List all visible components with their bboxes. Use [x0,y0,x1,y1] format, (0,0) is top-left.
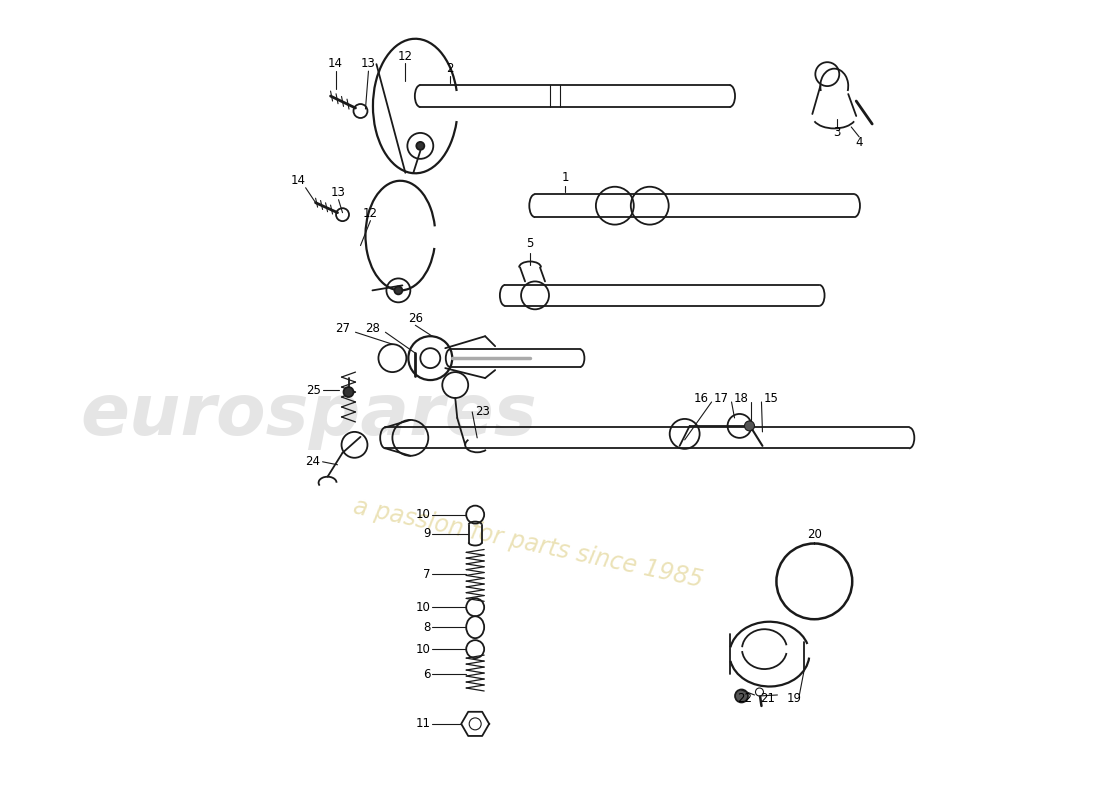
Text: 24: 24 [306,455,320,468]
Text: 26: 26 [408,312,422,325]
Text: 8: 8 [422,621,430,634]
Text: 28: 28 [365,322,380,334]
Text: 23: 23 [475,406,490,418]
Text: 10: 10 [416,642,430,656]
Text: 9: 9 [422,527,430,540]
Text: 16: 16 [694,391,710,405]
Text: 1: 1 [561,171,569,184]
Text: 15: 15 [764,391,779,405]
Circle shape [343,387,353,397]
Text: 20: 20 [807,528,822,541]
Text: 3: 3 [834,126,842,139]
Text: 11: 11 [416,718,430,730]
Text: 21: 21 [760,693,774,706]
Text: 14: 14 [290,174,306,187]
Polygon shape [461,712,490,736]
Text: 6: 6 [422,667,430,681]
Text: 19: 19 [786,693,802,706]
Ellipse shape [466,616,484,638]
Text: 27: 27 [336,322,350,334]
Text: 17: 17 [714,391,729,405]
Circle shape [745,421,755,431]
Text: 7: 7 [422,568,430,581]
Text: 10: 10 [416,508,430,521]
Text: 14: 14 [328,57,343,70]
Circle shape [735,690,748,702]
Text: 12: 12 [398,50,412,62]
Text: 13: 13 [331,186,346,199]
Circle shape [756,688,763,696]
Text: 10: 10 [416,601,430,614]
Circle shape [395,286,403,294]
Text: 2: 2 [447,62,454,74]
Text: 4: 4 [856,136,864,150]
Text: 25: 25 [306,383,320,397]
Text: a passion for parts since 1985: a passion for parts since 1985 [351,494,705,592]
Text: 12: 12 [363,207,378,220]
Text: 22: 22 [737,693,752,706]
Text: eurospares: eurospares [80,382,537,450]
Text: 13: 13 [361,57,376,70]
Text: 18: 18 [734,391,749,405]
Text: 5: 5 [527,237,534,250]
Circle shape [416,142,425,150]
